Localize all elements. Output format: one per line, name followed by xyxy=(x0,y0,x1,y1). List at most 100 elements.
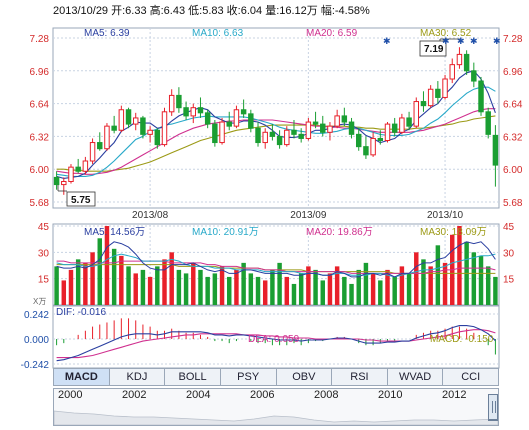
volume-ma10-line xyxy=(56,253,496,278)
vol-legend-ma30: MA30: 18.09万 xyxy=(420,227,487,238)
legend-ma10: MA10: 6.63 xyxy=(192,28,244,39)
volume-bar xyxy=(277,262,282,305)
volume-bar xyxy=(306,266,311,305)
candle-body xyxy=(248,113,254,129)
tab-macd[interactable]: MACD xyxy=(54,369,110,385)
volume-bar xyxy=(342,276,347,305)
low-callout-label: 5.75 xyxy=(71,195,91,206)
tab-cci[interactable]: CCI xyxy=(461,371,481,383)
macd-dif-label: DIF: -0.016 xyxy=(56,307,106,318)
price-tick-right: 7.28 xyxy=(503,34,523,45)
candle-body xyxy=(420,101,427,107)
volume-bar xyxy=(83,262,88,305)
volume-bar xyxy=(111,248,117,305)
quote-summary: 2013/10/29 开:6.33 高:6.43 低:5.83 收:6.04 量… xyxy=(53,3,370,17)
candle-body xyxy=(233,109,240,127)
candle-body xyxy=(97,142,103,150)
candle-body xyxy=(312,121,319,125)
price-tick-right: 6.32 xyxy=(503,132,523,143)
candle-body xyxy=(212,123,218,144)
volume-tick-right: 45 xyxy=(503,222,515,233)
volume-bar xyxy=(392,276,397,305)
volume-bar xyxy=(162,259,167,305)
volume-bar xyxy=(68,269,74,305)
tab-rsi[interactable]: RSI xyxy=(332,369,388,385)
timeline-navigator[interactable]: 2000 2002 2004 2006 2008 2010 2012 xyxy=(53,388,499,426)
volume-bar xyxy=(485,266,491,305)
volume-bar xyxy=(385,269,390,305)
volume-tick-left: 30 xyxy=(38,248,50,259)
volume-bar xyxy=(90,252,95,305)
volume-bar xyxy=(421,259,426,305)
volume-bar xyxy=(270,269,275,305)
candle-body xyxy=(154,129,161,146)
candle-body xyxy=(183,107,189,117)
candle-body xyxy=(89,142,96,162)
candle-body xyxy=(471,70,477,82)
high-callout: 7.19 xyxy=(419,38,460,57)
vol-legend-ma10: MA10: 20.91万 xyxy=(192,227,259,238)
candle-body xyxy=(298,133,304,139)
candle-body xyxy=(435,88,441,98)
price-tick-left: 6.00 xyxy=(30,165,50,176)
volume-bar xyxy=(255,276,261,305)
volume-bar xyxy=(327,273,333,305)
candle-body xyxy=(161,111,168,146)
timeline-year-label: 2010 xyxy=(378,389,403,401)
candle-body xyxy=(262,131,268,144)
volume-bar xyxy=(54,266,59,305)
volume-bar xyxy=(227,276,232,305)
candle-body xyxy=(320,123,326,133)
candle-body xyxy=(456,53,463,66)
candle-body xyxy=(305,121,312,139)
candle-body xyxy=(132,117,139,125)
legend-ma30: MA30: 6.52 xyxy=(420,28,472,39)
candle-body xyxy=(449,64,455,80)
tab-kdj[interactable]: KDJ xyxy=(110,369,166,385)
candlestick-series xyxy=(53,47,499,195)
candle-body xyxy=(363,146,369,156)
volume-bar xyxy=(176,269,182,305)
volume-bar xyxy=(442,262,448,305)
volume-bar xyxy=(119,255,124,305)
tab-wvad[interactable]: WVAD xyxy=(388,369,444,385)
tab-obv[interactable]: OBV xyxy=(277,369,333,385)
macd-value-label: MACD: -0.150 xyxy=(430,334,494,345)
candle-body xyxy=(377,137,384,141)
macd-dea-line xyxy=(56,329,496,359)
candle-body xyxy=(413,101,420,127)
candle-body xyxy=(269,131,276,137)
range-handle-right[interactable] xyxy=(488,394,498,420)
candle-body xyxy=(485,111,491,135)
tab-psy[interactable]: PSY xyxy=(221,369,277,385)
volume-bar xyxy=(140,269,146,305)
volume-bar xyxy=(126,266,131,305)
candle-body xyxy=(125,109,132,125)
volume-bar xyxy=(97,238,102,305)
volume-bar xyxy=(212,273,218,305)
price-tick-left: 6.64 xyxy=(30,100,50,111)
price-x-tick: 2013/10 xyxy=(427,210,464,221)
volume-y-axis: 45 45 30 30 15 15 xyxy=(38,222,515,286)
volume-bar xyxy=(248,273,254,305)
tab-boll[interactable]: BOLL xyxy=(165,369,221,385)
low-callout: 5.75 xyxy=(57,185,96,207)
price-tick-right: 6.00 xyxy=(503,165,523,176)
candle-body xyxy=(140,117,146,135)
volume-bar xyxy=(205,276,210,305)
candle-body xyxy=(406,117,412,127)
price-ma20-line xyxy=(56,108,496,175)
macd-dif-line xyxy=(56,325,496,362)
candle-body xyxy=(82,160,89,172)
volume-bar xyxy=(399,266,405,305)
volume-bar xyxy=(406,273,412,305)
volume-bar xyxy=(219,266,225,305)
timeline-year-label: 2002 xyxy=(122,389,147,401)
high-callout-label: 7.19 xyxy=(424,44,444,55)
candle-body xyxy=(176,94,182,109)
candle-body xyxy=(190,107,197,117)
candle-body xyxy=(118,109,125,131)
candle-body xyxy=(147,129,153,135)
price-x-tick: 2013/08 xyxy=(132,210,169,221)
timeline-year-label: 2000 xyxy=(58,389,83,401)
